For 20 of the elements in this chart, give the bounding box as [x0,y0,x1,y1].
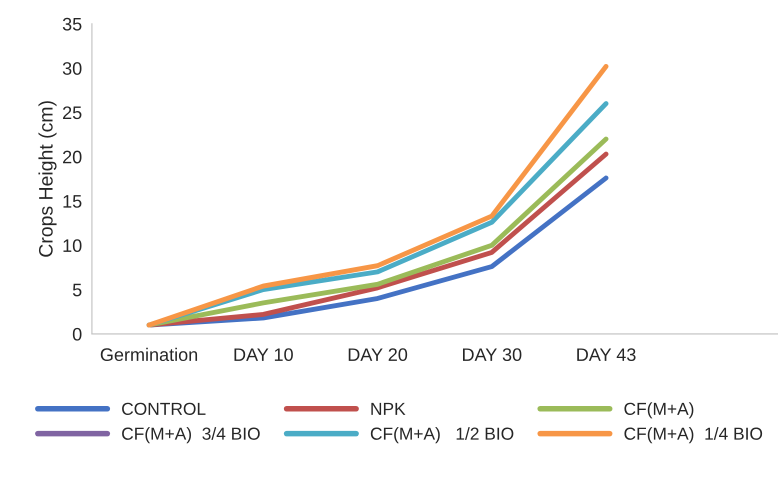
y-tick-label: 30 [62,62,82,75]
y-tick-label: 25 [63,106,82,120]
x-tick-label: DAY 43 [577,348,636,362]
x-tick-label: Germination [100,348,198,362]
y-tick-label: 20 [63,150,82,164]
legend-label: CF(M+A) 3/4 BIO [122,427,260,444]
x-tick-label: DAY 10 [234,348,293,362]
y-tick-label: 10 [63,239,82,252]
y-tick-label: 5 [72,284,82,296]
legend-label: CF(M+A) 1/4 BIO [624,427,762,444]
x-tick-label: DAY 20 [348,348,408,362]
x-tick-label: DAY 30 [463,348,522,362]
y-tick-label: 0 [72,328,82,341]
legend-label: NPK [371,402,406,415]
y-axis-title: Crops Height (cm) [38,101,57,257]
y-tick-label: 35 [62,18,82,31]
legend-label: CF(M+A) 1/2 BIO [370,427,514,444]
legend-label: CONTROL [122,402,206,415]
y-tick-label: 15 [63,195,82,208]
legend-label: CF(M+A) [624,402,694,418]
